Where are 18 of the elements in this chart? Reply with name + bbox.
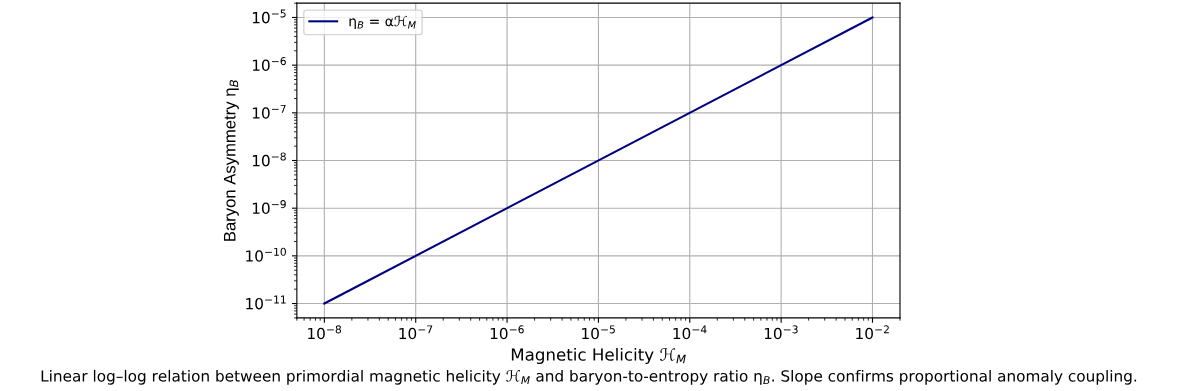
y-axis-title: Baryon Asymmetry η$_{B}$ — [223, 80, 239, 241]
text: Linear log–log relation between primordial magnetic helicity ℋ$_{M}$ and baryon-to-entropy ratio η$_{B}$. Slope confirms proportional anomaly coupling. — [41, 369, 1137, 385]
x-tick-label: 10$^{−2}$ — [856, 325, 889, 340]
x-tick-label: 10$^{−3}$ — [764, 325, 798, 340]
y-tick-label: 10$^{−6}$ — [252, 57, 286, 72]
y-tick-label: 10$^{−8}$ — [252, 152, 286, 167]
x-tick-label: 10$^{−6}$ — [490, 325, 524, 340]
x-tick-label: 10$^{−8}$ — [308, 325, 342, 340]
y-tick-label: 10$^{−11}$ — [246, 295, 286, 310]
x-tick-label: 10$^{−7}$ — [399, 325, 433, 340]
x-tick-label: 10$^{−4}$ — [673, 325, 707, 340]
y-tick-label: 10$^{−5}$ — [252, 9, 286, 24]
x-tick-label: 10$^{−5}$ — [582, 325, 615, 340]
y-tick-label: 10$^{−10}$ — [246, 247, 286, 262]
y-tick-label: 10$^{−7}$ — [252, 104, 286, 119]
x-axis-title: Magnetic Helicity ℋ$_{M}$ — [511, 347, 686, 365]
legend-label: η$_{B}$ = αℋ$_{M}$ — [349, 15, 416, 30]
y-tick-label: 10$^{−9}$ — [252, 200, 286, 215]
